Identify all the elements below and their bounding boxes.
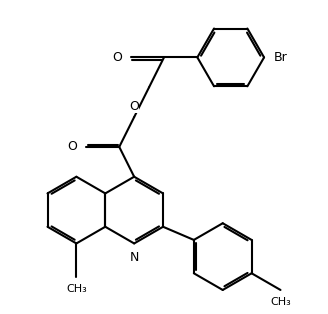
- Text: O: O: [68, 140, 77, 154]
- Text: CH₃: CH₃: [270, 297, 291, 307]
- Text: N: N: [130, 251, 139, 264]
- Text: CH₃: CH₃: [66, 284, 87, 294]
- Text: O: O: [129, 100, 139, 113]
- Text: Br: Br: [274, 51, 287, 64]
- Text: O: O: [113, 51, 122, 64]
